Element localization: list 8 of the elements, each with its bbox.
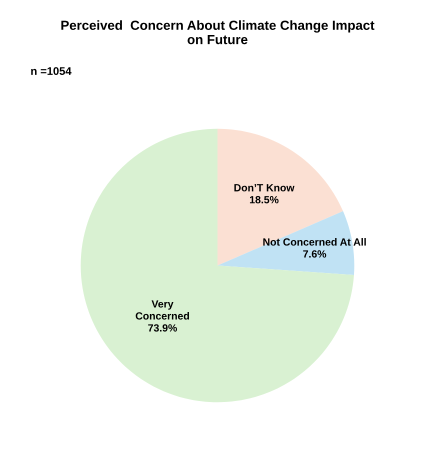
- text: n =1054: [31, 67, 72, 75]
- slice-label: Not Concerned At All: [263, 238, 366, 246]
- data-label: 73.9%: [148, 324, 177, 332]
- slice-label: Don’T Know: [234, 184, 294, 192]
- data-label: 18.5%: [250, 196, 279, 204]
- data-label: 7.6%: [303, 250, 326, 258]
- chart-title: Perceived Concern About Climate Change Impact on Future: [61, 20, 374, 44]
- slice-label: Very Concerned: [136, 300, 190, 320]
